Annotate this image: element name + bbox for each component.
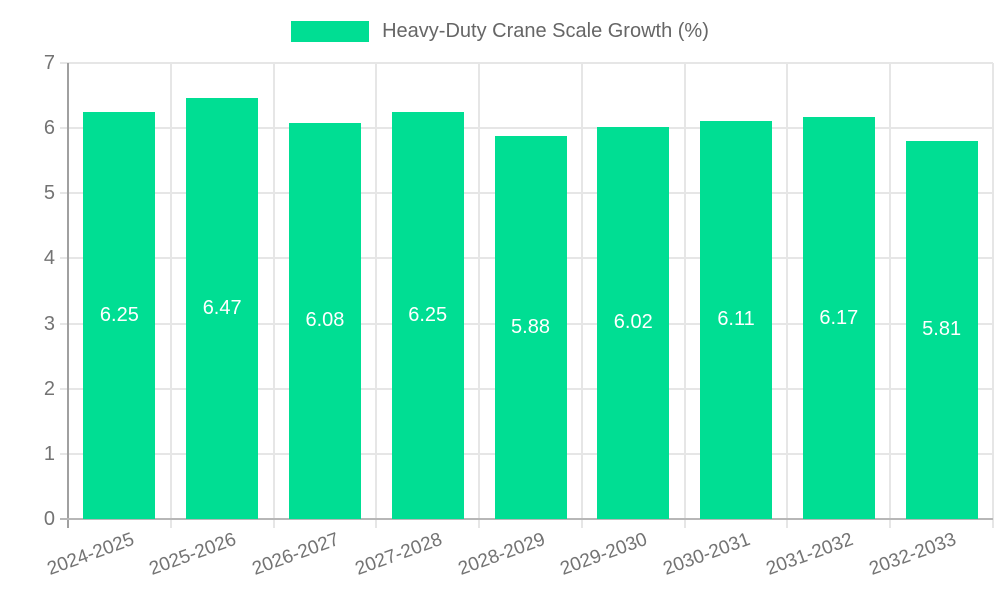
bar-value-label: 5.81	[922, 318, 962, 341]
h-gridline	[60, 62, 993, 64]
y-tick-label: 3	[43, 312, 55, 335]
bar-value-label: 6.11	[717, 308, 755, 331]
y-tick-label: 6	[43, 117, 55, 140]
x-axis-line	[60, 518, 993, 520]
x-tick-label: 2028-2029	[455, 529, 548, 580]
v-gridline	[683, 63, 686, 528]
bar[interactable]: 5.88	[494, 135, 567, 519]
y-tick-label: 7	[43, 52, 55, 74]
bar-value-label: 6.25	[408, 303, 448, 326]
x-tick-label: 2027-2028	[352, 529, 445, 580]
x-tick-label: 2029-2030	[557, 529, 651, 580]
bar[interactable]: 6.02	[597, 126, 670, 519]
y-tick-label: 1	[43, 442, 55, 465]
bar-value-label: 6.47	[202, 296, 242, 319]
y-tick-label: 2	[43, 377, 55, 400]
y-tick-label: 5	[43, 182, 55, 205]
y-tick-label: 0	[43, 508, 55, 530]
bar-value-label: 6.08	[305, 309, 345, 332]
x-tick-label: 2026-2027	[249, 529, 343, 580]
v-gridline	[992, 63, 994, 528]
v-gridline	[478, 63, 481, 528]
x-tick-label: 2031-2032	[763, 529, 857, 580]
y-axis-line	[67, 63, 69, 528]
h-gridline	[60, 127, 993, 130]
y-tick-label: 4	[43, 247, 55, 270]
x-tick-label: 2024-2025	[43, 529, 137, 580]
v-gridline	[272, 63, 275, 528]
v-gridline	[580, 63, 583, 528]
v-gridline	[169, 63, 172, 528]
bar[interactable]: 6.25	[83, 111, 156, 519]
bar[interactable]: 6.25	[391, 111, 464, 519]
v-gridline	[375, 63, 378, 528]
x-tick-label: 2025-2026	[146, 529, 240, 580]
bar-value-label: 6.02	[613, 311, 653, 334]
bar[interactable]: 5.81	[905, 140, 978, 519]
bar-value-label: 6.17	[819, 306, 859, 329]
bar[interactable]: 6.17	[802, 117, 875, 519]
bar[interactable]: 6.47	[186, 97, 259, 519]
v-gridline	[786, 63, 789, 528]
x-tick-label: 2030-2031	[660, 529, 754, 580]
legend-swatch-icon	[291, 20, 370, 42]
v-gridline	[889, 63, 892, 528]
bar[interactable]: 6.08	[288, 122, 361, 519]
bar-value-label: 5.88	[511, 315, 550, 338]
legend[interactable]: Heavy-Duty Crane Scale Growth (%)	[0, 18, 1000, 44]
x-tick-label: 2032-2033	[866, 529, 959, 580]
legend-label: Heavy-Duty Crane Scale Growth (%)	[382, 19, 709, 42]
bar[interactable]: 6.11	[700, 120, 773, 519]
bar-value-label: 6.25	[99, 303, 139, 326]
